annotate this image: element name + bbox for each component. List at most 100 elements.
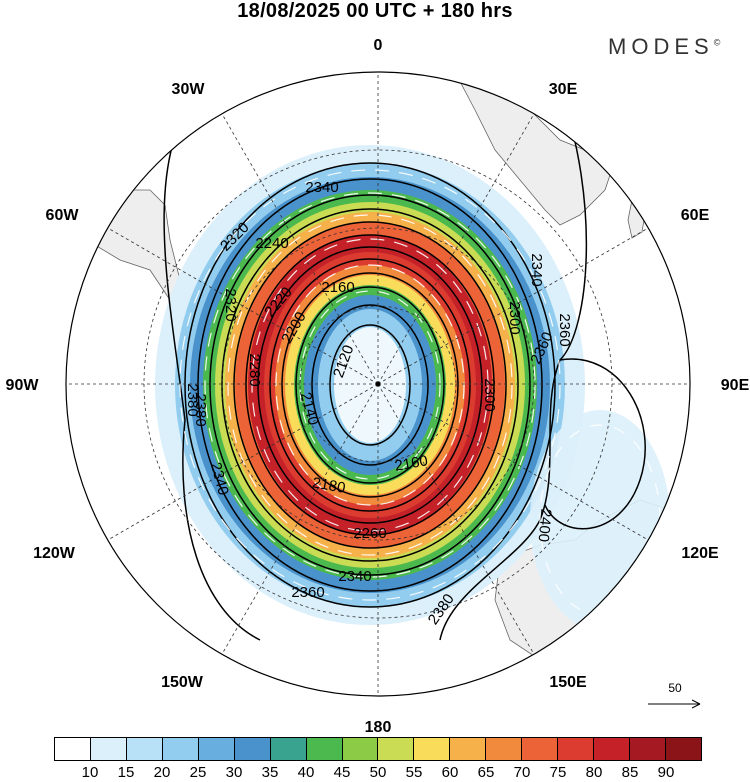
colorbar-swatch	[306, 738, 343, 760]
colorbar-tick-label: 30	[225, 764, 243, 781]
contour-2380-west	[163, 89, 261, 641]
contour-label: 2300	[506, 301, 523, 334]
contour-11	[311, 304, 429, 466]
colorbar-swatch	[270, 738, 307, 760]
colorbar-swatch	[558, 738, 595, 760]
colorbar-tick-label: 40	[297, 764, 315, 781]
colorbar-swatch	[630, 738, 666, 760]
contour-label: 2360	[291, 584, 324, 601]
colorbar-tick-label: 70	[513, 764, 531, 781]
contour-label: 2280	[246, 353, 263, 386]
colorbar-tick-label: 65	[477, 764, 495, 781]
contour-label: 2240	[255, 235, 288, 252]
streamline-4	[251, 238, 489, 532]
brand-text: MODES	[608, 34, 714, 59]
colorbar-tick-label: 25	[189, 764, 207, 781]
longitude-labels: 0 30E 60E 90E 120E 150E 180 150W 120W 90W 60W 30W	[6, 37, 750, 735]
colorbar-tick-label: 35	[261, 764, 279, 781]
contour-label: 2340	[528, 253, 545, 286]
vector-scale-arrowhead	[691, 699, 701, 709]
map-boundary	[65, 71, 691, 697]
lon-30e: 30E	[549, 81, 578, 98]
contour-label: 2340	[338, 568, 371, 585]
vector-scale: 50	[648, 681, 701, 709]
colorbar-tick-label: 55	[405, 764, 423, 781]
colorbar-tick-label: 10	[81, 764, 99, 781]
contour-outer-2	[197, 178, 543, 592]
meridian-line	[377, 113, 535, 385]
contour-label: 2400	[535, 508, 555, 543]
meridian-line	[377, 383, 535, 655]
contour-label: 2320	[222, 288, 239, 321]
contour-label: 2160	[393, 452, 429, 475]
lon-120e: 120E	[681, 545, 719, 562]
colorbar-tick-label: 50	[369, 764, 387, 781]
colorbar-tick-label: 90	[657, 764, 675, 781]
colorbar-swatch	[162, 738, 199, 760]
lon-60w: 60W	[46, 207, 80, 224]
graticule	[66, 72, 690, 696]
modes-logo: MODES©	[608, 34, 720, 60]
colorbar-labels: 10 15 20 25 30 35 40 45 50 55 60 65 70 75 80 85 90	[54, 764, 702, 782]
streamline-3	[227, 214, 513, 556]
contour-label: 2380	[184, 383, 201, 416]
lon-30w: 30W	[172, 81, 206, 98]
contour-10	[295, 286, 445, 484]
wind-speed-shading	[155, 145, 670, 630]
colorbar-swatch	[665, 738, 701, 760]
colorbar-swatch	[342, 738, 379, 760]
colorbar-swatch	[126, 738, 163, 760]
contour-3	[209, 194, 531, 576]
colorbar-swatch	[486, 738, 523, 760]
africa-land	[454, 72, 616, 226]
colorbar-tick-label: 75	[549, 764, 567, 781]
lon-60e: 60E	[681, 207, 710, 224]
colorbar-swatch	[378, 738, 415, 760]
colorbar-tick-label: 85	[621, 764, 639, 781]
lon-90e: 90E	[721, 377, 750, 394]
contour-label: 2160	[321, 279, 354, 296]
contour-label: 2180	[311, 474, 347, 497]
colorbar-swatch	[414, 738, 451, 760]
map-title: 18/08/2025 00 UTC + 180 hrs	[237, 0, 513, 22]
meridian-line	[107, 383, 379, 541]
lon-150w: 150W	[161, 674, 204, 691]
lon-150e: 150E	[549, 674, 587, 691]
meridian-lines	[66, 72, 690, 696]
contour-2400	[544, 358, 646, 530]
colorbar-swatch	[55, 738, 91, 760]
meridian-line	[221, 113, 379, 385]
colorbar-swatch	[90, 738, 127, 760]
vector-scale-label: 50	[668, 681, 682, 695]
map-disc	[66, 72, 690, 696]
streamline-6	[299, 290, 441, 480]
colorbar-swatch	[522, 738, 559, 760]
contour-8	[269, 258, 471, 512]
contour-2380-east	[439, 89, 588, 641]
colorbar-swatch	[198, 738, 235, 760]
contour-9	[281, 272, 459, 498]
contour-outer-1	[184, 162, 556, 608]
lon-120w: 120W	[33, 545, 76, 562]
contour-7	[257, 246, 483, 524]
meridian-line	[377, 383, 649, 541]
colorbar	[54, 737, 702, 761]
south-pole-marker	[375, 381, 381, 387]
contour-label: 2300	[481, 378, 498, 411]
meridian-line	[377, 227, 649, 385]
contour-5	[233, 221, 507, 549]
contour-label: 2260	[353, 525, 386, 542]
streamline-1	[179, 169, 561, 601]
copyright-mark: ©	[713, 37, 721, 48]
geopotential-contours	[163, 89, 646, 641]
streamline-2	[204, 192, 536, 578]
colorbar-tick-label: 80	[585, 764, 603, 781]
contour-12	[329, 324, 411, 446]
lon-0: 0	[374, 37, 383, 54]
streamline-5	[275, 264, 465, 506]
colorbar-swatch	[594, 738, 630, 760]
shade-ring-15	[334, 327, 406, 443]
colorbar-tick-label: 60	[441, 764, 459, 781]
colorbar-tick-label: 20	[153, 764, 171, 781]
